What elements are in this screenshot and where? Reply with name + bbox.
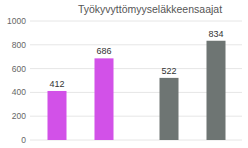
bar xyxy=(48,91,67,140)
y-tick-label: 600 xyxy=(12,64,26,74)
grid-line xyxy=(30,21,242,22)
y-tick-label: 800 xyxy=(12,40,26,50)
data-label: 834 xyxy=(208,29,223,39)
y-tick-label: 400 xyxy=(12,87,26,97)
bar xyxy=(160,78,179,140)
data-label: 686 xyxy=(96,46,111,56)
data-label: 522 xyxy=(161,66,176,76)
data-label: 412 xyxy=(49,79,64,89)
bars xyxy=(48,41,226,140)
y-tick-label: 0 xyxy=(21,135,26,145)
y-tick-label: 200 xyxy=(12,111,26,121)
y-tick-label: 1000 xyxy=(7,16,26,26)
bar xyxy=(207,41,226,140)
bar xyxy=(95,58,114,140)
chart-title: Työkyvyttömyyseläkkeensaajat xyxy=(78,3,222,15)
